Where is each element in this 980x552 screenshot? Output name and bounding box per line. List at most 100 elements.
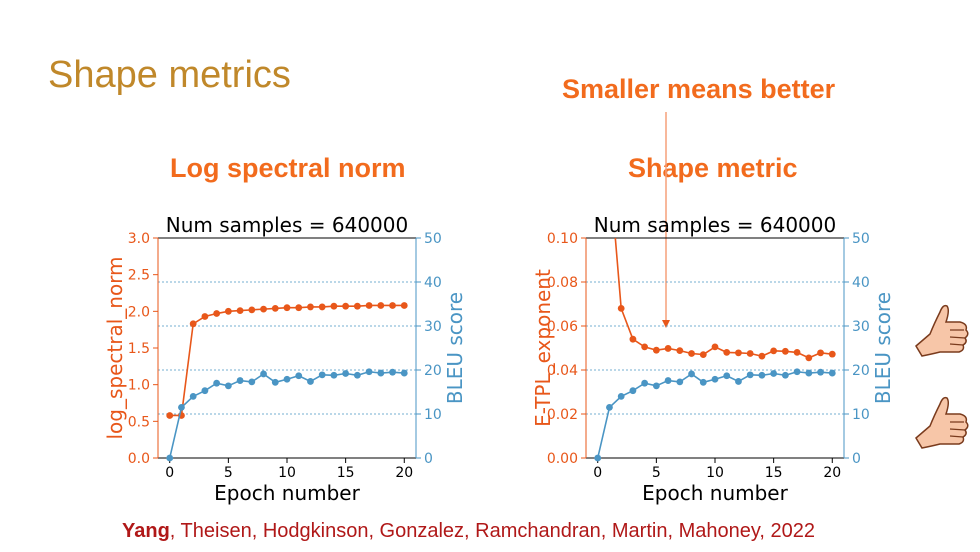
y2-tick-label: 30 [424, 319, 442, 335]
y-tick-label: 3.0 [128, 231, 150, 247]
series-line-log_spectral_norm [169, 304, 405, 417]
data-point [817, 349, 824, 357]
data-point [213, 310, 221, 317]
y-tick-label: 0.5 [128, 414, 150, 430]
callout-arrow [662, 112, 670, 328]
data-point [746, 350, 754, 357]
data-point [260, 370, 267, 378]
data-point [676, 347, 684, 355]
data-point [201, 387, 209, 395]
y2-tick-label: 30 [852, 319, 870, 335]
data-point [664, 345, 672, 352]
data-point [189, 320, 197, 328]
y2-axis-label: BLEU score [443, 292, 467, 404]
data-point [770, 370, 778, 377]
data-point [342, 370, 350, 377]
data-point [166, 454, 174, 462]
y-tick-label: 2.5 [128, 268, 150, 284]
data-point [758, 352, 766, 360]
data-point [260, 305, 267, 313]
y-tick-label: 2.0 [128, 304, 150, 320]
data-point [283, 375, 291, 383]
data-point [236, 377, 244, 384]
y2-tick-label: 50 [852, 231, 870, 247]
left-subtitle: Log spectral norm [170, 153, 406, 183]
series-line-BLEU score [596, 370, 833, 459]
data-point [711, 375, 719, 383]
data-point [699, 351, 707, 358]
callout-text: Smaller means better [562, 74, 836, 104]
data-point [793, 368, 801, 376]
data-point [723, 349, 731, 356]
data-point [594, 454, 602, 462]
data-point [377, 369, 385, 377]
data-point [248, 378, 256, 386]
data-point [377, 302, 385, 309]
y2-axis-label: BLEU score [871, 292, 895, 404]
x-tick-label: 0 [165, 465, 174, 481]
chart-shape-metric: Num samples = 640000 0 5 10 15 20 Epoch number… [531, 213, 895, 505]
y2-tick-label: 20 [424, 363, 442, 379]
chart-title: Num samples = 640000 [166, 213, 408, 237]
y2-tick-label: 10 [852, 407, 870, 423]
citation: Yang, Theisen, Hodgkinson, Gonzalez, Ram… [122, 520, 815, 543]
y-tick-label: 0.0 [128, 451, 150, 467]
x-tick-label: 20 [395, 465, 413, 481]
y2-tick-label: 10 [424, 407, 442, 423]
y-tick-label: 0.04 [547, 363, 578, 379]
data-point [699, 378, 707, 386]
data-point [828, 350, 836, 358]
x-axis-label: Epoch number [642, 481, 788, 505]
data-point [652, 382, 660, 390]
slide-title: Shape metrics [48, 54, 291, 96]
data-point [629, 335, 637, 343]
data-point [676, 378, 684, 386]
data-point [213, 379, 221, 387]
y2-tick-label: 20 [852, 363, 870, 379]
data-point [318, 303, 326, 311]
data-point [330, 371, 338, 379]
data-point [828, 369, 836, 377]
data-point [189, 393, 197, 400]
data-point [781, 371, 789, 379]
data-point [166, 412, 174, 419]
data-point [606, 404, 613, 411]
data-point [723, 372, 731, 380]
chart-log-spectral-norm: Num samples = 640000 0 5 10 15 20 Epoch number… [103, 213, 467, 505]
x-tick-label: 15 [337, 465, 355, 481]
y2-tick-label: 40 [424, 275, 442, 291]
data-point [318, 371, 326, 379]
x-tick-label: 10 [706, 465, 724, 481]
x-axis-label: Epoch number [214, 481, 360, 505]
x-tick-label: 5 [224, 465, 233, 481]
thumbs-up-icon [915, 396, 969, 449]
data-point [617, 305, 625, 312]
y-tick-label: 0.08 [547, 275, 578, 291]
data-point [389, 302, 396, 309]
data-point [353, 302, 361, 310]
data-point [342, 302, 350, 310]
citation-rest: , Theisen, Hodgkinson, Gonzalez, Ramchan… [169, 520, 815, 542]
data-point [758, 371, 766, 379]
data-point [664, 377, 672, 384]
x-tick-label: 15 [765, 465, 783, 481]
data-point [688, 370, 695, 378]
data-point [224, 382, 232, 390]
data-point [711, 343, 719, 351]
data-point [641, 379, 649, 387]
y2-tick-label: 0 [852, 451, 861, 467]
series-line-BLEU score [168, 370, 405, 459]
data-point [735, 349, 742, 357]
data-point [365, 368, 373, 376]
data-point [248, 306, 256, 314]
data-point [271, 378, 279, 386]
data-point [365, 302, 373, 309]
data-point [236, 307, 244, 314]
y2-tick-label: 40 [852, 275, 870, 291]
data-point [770, 347, 778, 355]
chart-title: Num samples = 640000 [594, 213, 836, 237]
data-point [617, 393, 625, 400]
data-point [295, 372, 303, 380]
data-point [283, 304, 291, 312]
data-point [735, 378, 742, 385]
